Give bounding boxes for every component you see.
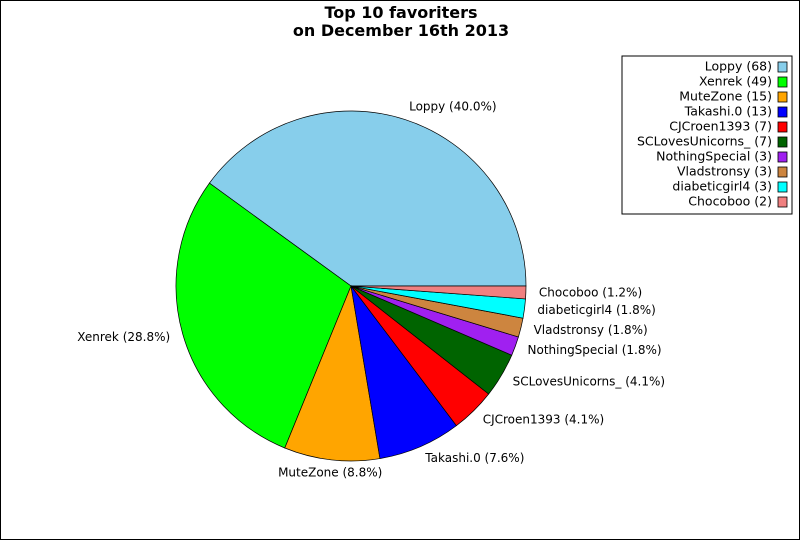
legend-swatch [777, 166, 788, 178]
chart-subtitle: on December 16th 2013 [293, 21, 509, 40]
legend-entry-label: NothingSpecial (3) [656, 149, 772, 164]
slice-label: MuteZone (8.8%) [278, 465, 382, 479]
legend-swatch [777, 106, 788, 118]
legend-swatch [777, 136, 788, 148]
legend-entry-label: Takashi.0 (13) [684, 104, 772, 119]
legend-swatch [777, 61, 788, 73]
slice-label: SCLovesUnicorns_ (4.1%) [513, 375, 665, 389]
slice-label: diabeticgirl4 (1.8%) [537, 303, 655, 317]
slice-label: Loppy (40.0%) [409, 100, 496, 114]
slice-label: NothingSpecial (1.8%) [528, 343, 662, 357]
slice-label: Chocoboo (1.2%) [539, 285, 642, 299]
legend-entry-label: CJCroen1393 (7) [669, 119, 772, 134]
slice-label: Takashi.0 (7.6%) [424, 451, 524, 465]
legend-swatch [777, 91, 788, 103]
legend-swatch [777, 151, 788, 163]
legend-entry-label: Chocoboo (2) [688, 194, 772, 209]
pie-slice-loppy [208, 110, 527, 287]
pie-slice-xenrek [175, 182, 352, 449]
slice-label: Vladstronsy (1.8%) [534, 323, 648, 337]
pie-labels: Loppy (40.0%) Xenrek (28.8%) MuteZone (8.8… [77, 100, 665, 480]
slice-label: Xenrek (28.8%) [77, 330, 170, 344]
legend-entry-label: Xenrek (49) [699, 74, 772, 89]
legend-entry-label: diabeticgirl4 (3) [672, 179, 772, 194]
pie-slice-chocoboo [350, 285, 527, 300]
legend: Loppy (68)Xenrek (49)MuteZone (15)Takash… [621, 55, 793, 215]
legend-swatch [777, 121, 788, 133]
pie-slices [175, 110, 527, 462]
legend-box [621, 55, 793, 215]
legend-entry-label: Loppy (68) [705, 59, 772, 74]
chart-title: Top 10 favoriters [324, 3, 477, 22]
legend-entry-label: MuteZone (15) [679, 89, 772, 104]
legend-swatch [777, 76, 788, 88]
legend-swatch [777, 196, 788, 208]
legend-entry-label: Vladstronsy (3) [677, 164, 772, 179]
legend-entry-label: SCLovesUnicorns_ (7) [637, 134, 772, 149]
slice-label: CJCroen1393 (4.1%) [483, 413, 605, 427]
legend-swatch [777, 181, 788, 193]
pie-slice-mutezone [284, 284, 381, 462]
